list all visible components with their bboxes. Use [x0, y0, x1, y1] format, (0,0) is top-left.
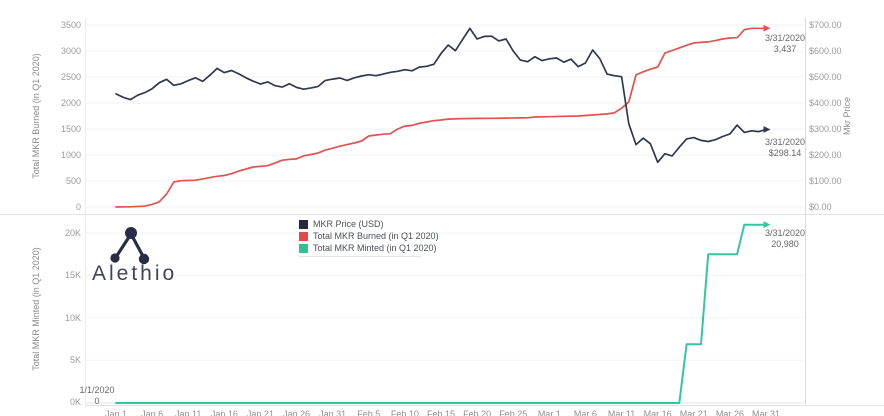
annotation-burned-end: 3/31/2020 3,437 [765, 33, 805, 55]
y-tick-price: $400.00 [809, 98, 842, 108]
y-tick-price: $500.00 [809, 72, 842, 82]
x-tick-label: Feb 15 [426, 409, 455, 416]
x-tick-label: Mar 11 [607, 409, 636, 416]
series-end-arrow-icon [763, 24, 771, 32]
chart-minted[interactable] [85, 214, 805, 407]
annotation-price-end: 3/31/2020 $298.14 [765, 137, 805, 159]
y-tick-burned: 2500 [60, 72, 81, 82]
annotation-date: 3/31/2020 [764, 137, 805, 147]
annotation-value: 0 [94, 396, 100, 406]
y-tick-burned: 2000 [60, 98, 81, 108]
annotation-value: 20,980 [771, 239, 799, 249]
y-tick-burned: 0 [75, 202, 81, 212]
series-line-mkr-price-usd-[interactable] [115, 27, 767, 164]
annotation-date: 3/31/2020 [764, 33, 805, 43]
legend-label: Total MKR Burned (in Q1 2020) [313, 231, 439, 241]
legend-swatch-icon [299, 243, 308, 253]
y-tick-price: $600.00 [809, 46, 842, 56]
x-tick-label: Mar 6 [573, 409, 597, 416]
x-tick-label: Feb 25 [499, 409, 528, 416]
series-end-arrow-icon [763, 126, 771, 133]
y-tick-burned: 1000 [60, 150, 81, 160]
y-tick-minted: 15K [64, 270, 81, 281]
y-tick-minted: 20K [64, 228, 81, 238]
y-tick-price: $700.00 [809, 20, 842, 30]
x-tick-label: Mar 21 [679, 409, 708, 416]
y-tick-price: $200.00 [809, 150, 842, 160]
y-axis-title-price: Mkr Price [842, 97, 852, 135]
y-tick-price: $100.00 [809, 176, 842, 186]
axis-line-bottom [85, 405, 884, 406]
x-tick-label: Mar 31 [751, 409, 780, 416]
x-tick-label: Jan 6 [141, 409, 164, 416]
y-tick-burned: 1500 [60, 124, 81, 134]
annotation-value: 3,437 [773, 44, 797, 54]
y-tick-price: $0.00 [809, 202, 832, 212]
x-tick-label: Mar 26 [715, 409, 744, 416]
series-end-arrow-icon [763, 221, 771, 229]
y-tick-burned: 3500 [60, 20, 81, 30]
annotation-minted-start: 1/1/2020 0 [78, 385, 116, 407]
legend-label: MKR Price (USD) [313, 219, 384, 229]
x-tick-label: Jan 16 [210, 409, 238, 416]
y-tick-burned: 500 [65, 176, 81, 186]
x-tick-label: Jan 26 [283, 409, 311, 416]
annotation-value: $298.14 [768, 148, 802, 158]
axis-line-left [85, 18, 86, 405]
series-line-total-mkr-minted-in-q1-2020-[interactable] [115, 223, 767, 404]
annotation-date: 3/31/2020 [764, 228, 805, 238]
alethio-logo-icon [110, 227, 150, 265]
x-tick-label: Feb 20 [463, 409, 492, 416]
annotation-date: 1/1/2020 [79, 385, 115, 395]
legend-item-total-mkr-minted-in-q1-2020-[interactable]: Total MKR Minted (in Q1 2020) [299, 243, 437, 253]
alethio-logo-text: Alethio [92, 262, 178, 285]
chart-burned-and-price[interactable] [85, 18, 805, 214]
legend-underline [299, 256, 421, 257]
y-tick-minted: 10K [64, 312, 81, 323]
y-tick-minted: 0K [69, 397, 81, 408]
x-tick-label: Jan 11 [175, 409, 202, 416]
legend-swatch-icon [299, 231, 308, 241]
series-line-total-mkr-burned-in-q1-2020-[interactable] [115, 27, 767, 208]
y-axis-title-minted: Total MKR Minted (in Q1 2020) [31, 247, 41, 371]
y-tick-price: $300.00 [809, 124, 842, 134]
axis-line-right [805, 18, 806, 405]
legend-item-total-mkr-burned-in-q1-2020-[interactable]: Total MKR Burned (in Q1 2020) [299, 231, 439, 241]
x-tick-label: Jan 31 [319, 409, 347, 416]
x-tick-label: Feb 5 [357, 409, 381, 416]
annotation-minted-end: 3/31/2020 20,980 [765, 228, 805, 250]
x-tick-label: Jan 1 [104, 409, 128, 416]
x-tick-label: Mar 16 [643, 409, 672, 416]
y-tick-burned: 3000 [60, 46, 81, 56]
legend-label: Total MKR Minted (in Q1 2020) [313, 243, 437, 253]
y-tick-minted: 5K [69, 354, 81, 365]
x-tick-label: Feb 10 [390, 409, 419, 416]
legend-item-mkr-price-usd-[interactable]: MKR Price (USD) [299, 219, 384, 229]
panel-separator [0, 214, 884, 215]
x-tick-label: Mar 1 [537, 409, 561, 416]
x-tick-label: Jan 21 [246, 409, 274, 416]
legend-swatch-icon [299, 219, 308, 229]
